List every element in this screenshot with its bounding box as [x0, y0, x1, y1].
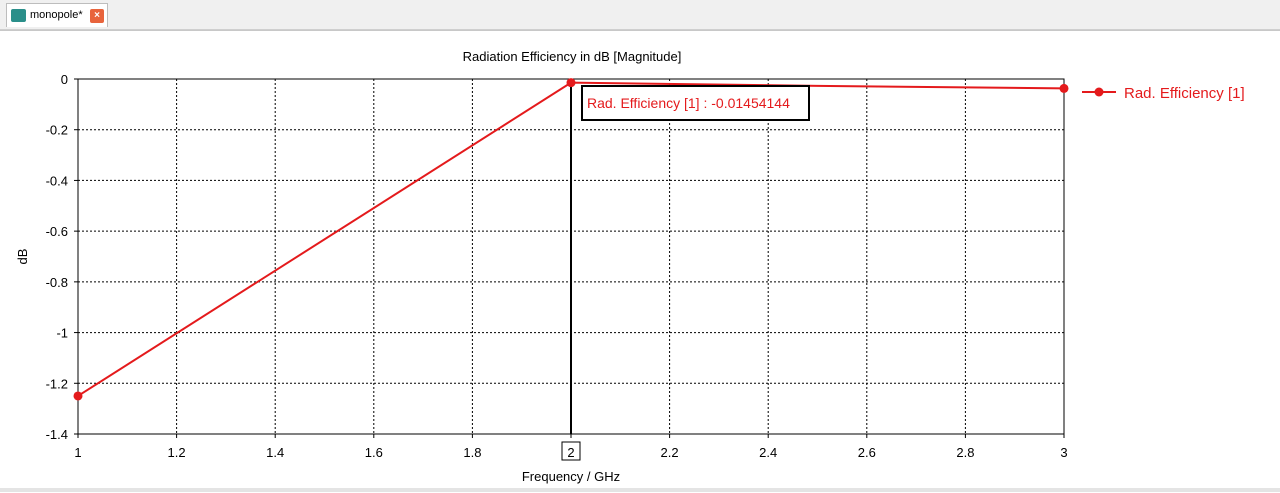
x-tick-label: 1.8 — [463, 445, 481, 460]
close-icon[interactable]: × — [90, 9, 104, 23]
series-layer — [73, 78, 1069, 401]
tick-layer: 1 1.2 1.4 1.6 1.8 2 2.2 2.4 2.6 2.8 3 0 -0.2 -0.4 -0.6… — [46, 72, 1068, 460]
document-tab-bar: monopole* × — [0, 0, 1280, 30]
x-tick-label: 2.2 — [661, 445, 679, 460]
marker-x-label: 2 — [567, 445, 574, 460]
marker-x-box[interactable] — [561, 441, 581, 461]
legend-swatch-marker — [1094, 87, 1104, 97]
legend: Rad. Efficiency [1] — [1082, 85, 1245, 102]
y-tick-label: -0.6 — [46, 224, 68, 239]
legend-entry-label[interactable]: Rad. Efficiency [1] — [1124, 85, 1245, 102]
x-tick-label: 1.6 — [365, 445, 383, 460]
y-tick-label: -0.2 — [46, 123, 68, 138]
y-tick-label: -1 — [56, 326, 68, 341]
annotation-layer: Rad. Efficiency [1] : -0.01454144 — [581, 85, 810, 121]
x-tick-label: 2.8 — [956, 445, 974, 460]
x-tick-label: 2.4 — [759, 445, 777, 460]
chart-title: Radiation Efficiency in dB [Magnitude] — [463, 49, 682, 64]
x-tick-label: 1.2 — [168, 445, 186, 460]
series-point[interactable] — [1059, 83, 1069, 93]
y-tick-label: -0.8 — [46, 275, 68, 290]
y-axis-label: dB — [15, 249, 30, 265]
y-tick-label: -1.2 — [46, 376, 68, 391]
status-strip — [0, 488, 1280, 492]
marker-annotation-text: Rad. Efficiency [1] : -0.01454144 — [587, 95, 790, 111]
series-point[interactable] — [73, 391, 83, 401]
cst-project-icon — [11, 9, 26, 22]
y-tick-label: 0 — [61, 72, 68, 87]
x-axis-label: Frequency / GHz — [522, 469, 620, 484]
series-point[interactable] — [566, 78, 576, 88]
x-tick-label: 2.6 — [858, 445, 876, 460]
y-tick-label: -1.4 — [46, 427, 68, 442]
y-tick-label: -0.4 — [46, 173, 68, 188]
marker-annotation-box[interactable] — [581, 85, 810, 121]
x-tick-label: 1.4 — [266, 445, 284, 460]
x-tick-label: 1 — [74, 445, 81, 460]
tab-monopole[interactable]: monopole* × — [6, 3, 108, 27]
tab-label: monopole* — [30, 9, 83, 21]
marker-layer: 2 — [561, 79, 581, 461]
x-tick-label: 3 — [1060, 445, 1067, 460]
series-line — [77, 81, 1065, 397]
